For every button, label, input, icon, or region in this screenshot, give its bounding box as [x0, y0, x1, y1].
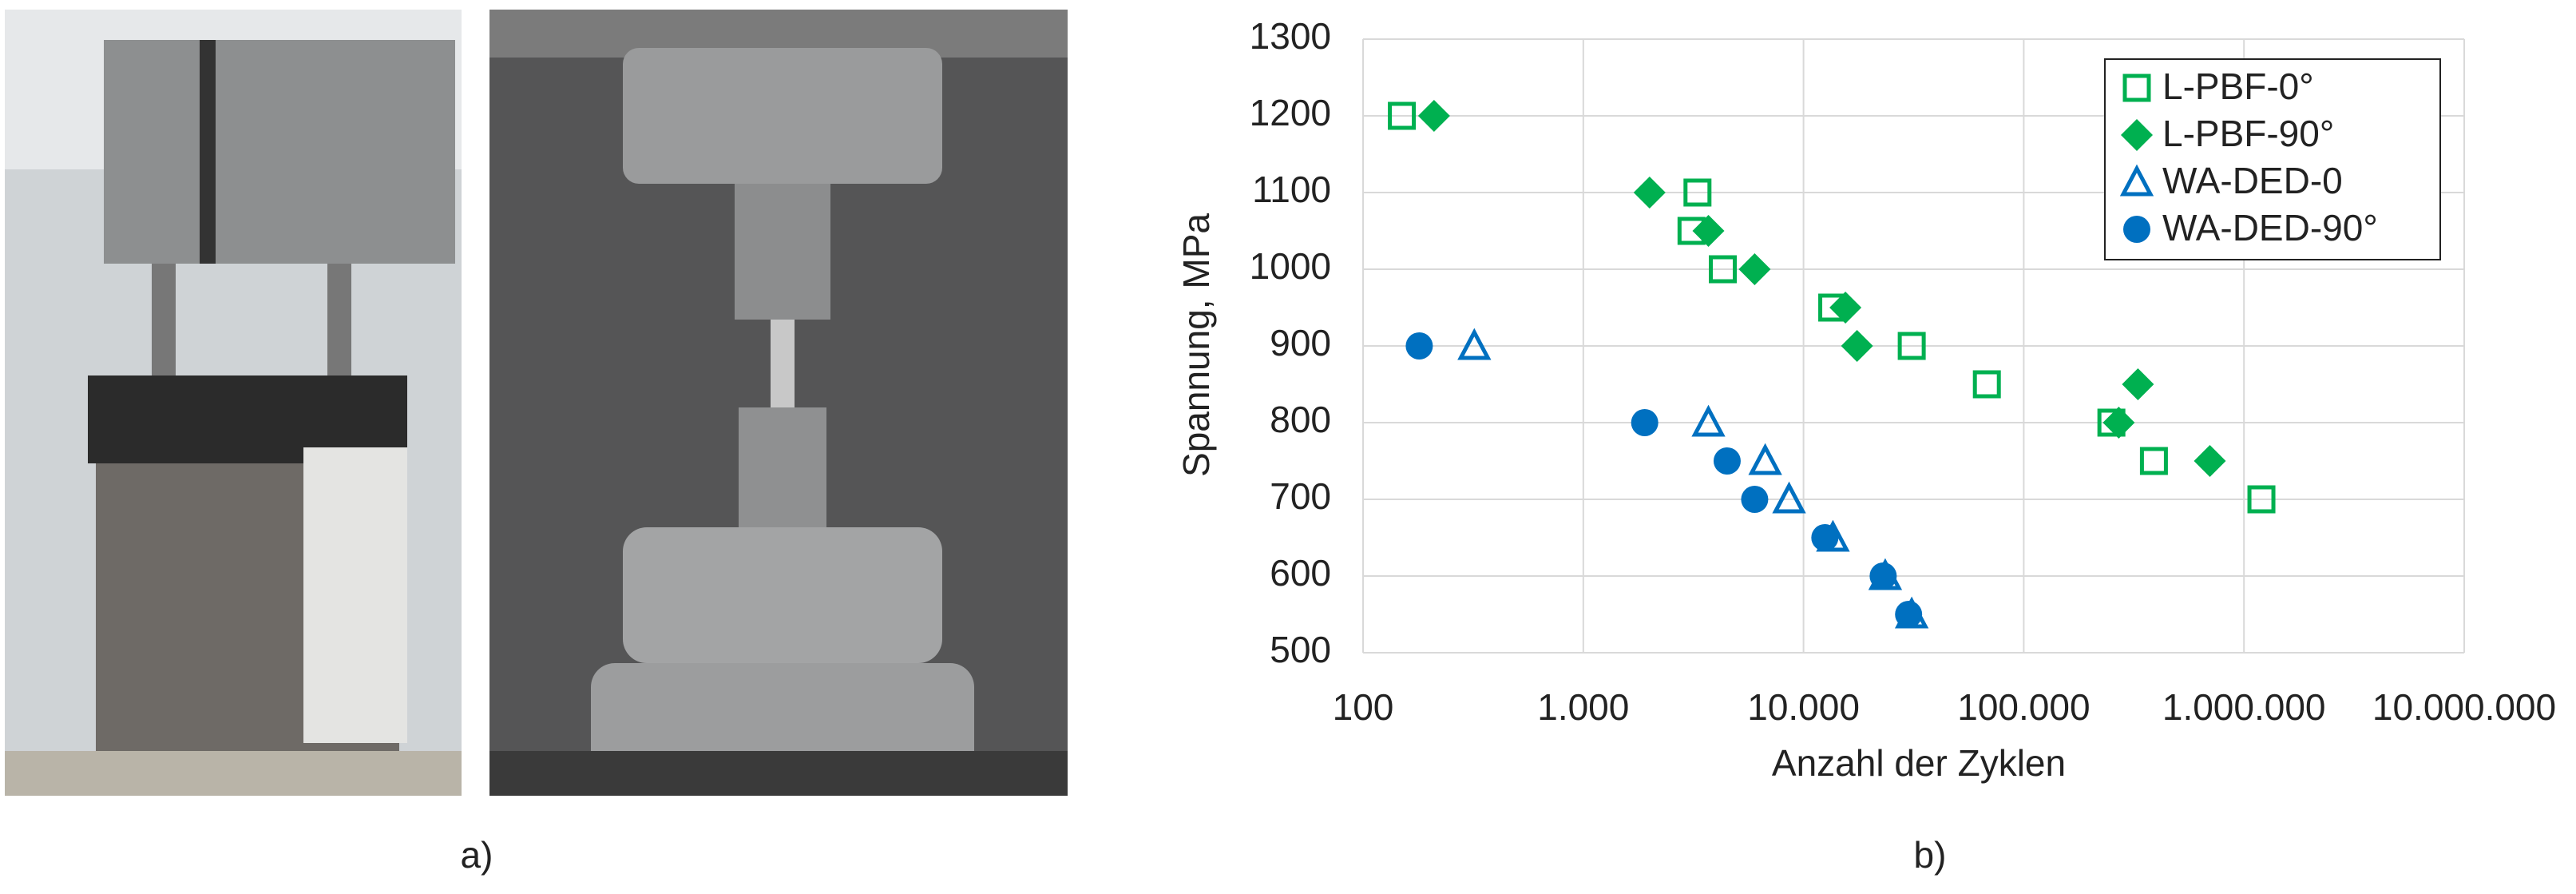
point — [1829, 292, 1862, 324]
photo-specimen — [489, 10, 1068, 796]
x-tick-label: 10.000.000 — [2372, 686, 2556, 728]
panel-label: b) — [1914, 834, 1947, 876]
legend-label: WA-DED-0 — [2162, 160, 2343, 201]
legend-box — [2104, 58, 2441, 260]
point — [1405, 332, 1433, 360]
y-tick-label: 600 — [1270, 552, 1331, 594]
x-tick-label: 100.000 — [1957, 686, 2090, 728]
point — [1713, 447, 1741, 475]
legend-label: L-PBF-0° — [2162, 66, 2314, 107]
point — [2122, 368, 2154, 400]
point — [2247, 485, 2276, 514]
legend-marker — [2121, 119, 2153, 151]
point — [1691, 404, 1726, 437]
panel-label: a) — [461, 834, 493, 876]
legend-label: WA-DED-90° — [2162, 207, 2378, 248]
y-tick-label: 1100 — [1252, 169, 1331, 210]
y-tick-label: 700 — [1270, 475, 1331, 517]
y-tick-label: 900 — [1270, 322, 1331, 364]
point — [1841, 330, 1873, 362]
point — [1897, 332, 1926, 360]
point — [1738, 253, 1771, 285]
point — [1772, 481, 1806, 514]
point — [1388, 101, 1417, 130]
point — [2139, 447, 2168, 475]
point — [1457, 328, 1492, 360]
y-tick-label: 1000 — [1250, 245, 1331, 287]
point — [1741, 486, 1769, 513]
point — [1631, 409, 1659, 436]
photo-machine — [5, 10, 462, 796]
y-axis-title: Spannung, MPa — [1175, 213, 1217, 477]
legend-label: L-PBF-90° — [2162, 113, 2334, 154]
x-tick-label: 1.000 — [1537, 686, 1629, 728]
legend-marker — [2122, 74, 2151, 102]
point — [1972, 370, 2001, 399]
x-tick-label: 1.000.000 — [2162, 686, 2326, 728]
point — [1895, 601, 1923, 628]
y-tick-label: 800 — [1270, 399, 1331, 440]
point — [1633, 177, 1666, 209]
y-tick-label: 500 — [1270, 629, 1331, 670]
point — [1869, 562, 1897, 590]
x-axis-title: Anzahl der Zyklen — [1772, 742, 2066, 784]
point — [1748, 443, 1782, 475]
x-tick-label: 100 — [1333, 686, 1394, 728]
point — [1709, 255, 1738, 284]
point — [1811, 524, 1839, 551]
point — [1683, 178, 1712, 207]
legend-marker — [2123, 216, 2150, 243]
point — [2102, 407, 2135, 439]
x-tick-label: 10.000 — [1747, 686, 1860, 728]
point — [1692, 215, 1725, 247]
y-tick-label: 1200 — [1250, 92, 1331, 133]
point — [2194, 445, 2226, 477]
point — [1417, 100, 1450, 132]
y-tick-label: 1300 — [1250, 15, 1331, 57]
legend-marker — [2119, 164, 2154, 197]
